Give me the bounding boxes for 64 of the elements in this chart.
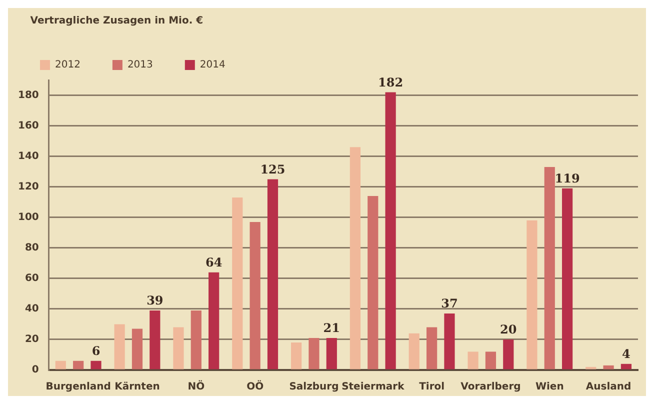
data-label: 20 <box>500 322 517 337</box>
legend-label: 2013 <box>127 60 153 71</box>
x-tick-label: OÖ <box>246 380 264 393</box>
x-tick-label: Tirol <box>419 382 445 393</box>
y-tick-label: 80 <box>24 242 39 254</box>
y-tick-label: 60 <box>24 273 39 284</box>
data-label: 6 <box>92 344 100 358</box>
data-label: 64 <box>205 255 222 270</box>
data-label: 39 <box>146 294 164 308</box>
bar <box>73 360 84 370</box>
legend-title: Vertragliche Zusagen in Mio. € <box>30 16 204 27</box>
bar <box>503 339 514 370</box>
data-label: 37 <box>441 296 458 311</box>
bar <box>526 220 538 370</box>
legend-label: 2012 <box>55 60 80 71</box>
bar <box>308 338 320 370</box>
bar <box>132 328 143 370</box>
bar <box>408 333 420 370</box>
x-tick-label: NÖ <box>188 380 205 393</box>
bar <box>90 360 102 370</box>
bar <box>485 352 496 370</box>
x-tick-label: Kärnten <box>114 382 160 393</box>
data-label: 4 <box>622 347 630 362</box>
bar <box>603 365 614 370</box>
bar <box>173 327 184 370</box>
data-label: 182 <box>378 75 404 90</box>
x-tick-label: Ausland <box>586 382 632 393</box>
bar <box>426 327 438 370</box>
bar <box>150 310 160 370</box>
bar <box>544 167 555 370</box>
bar <box>586 366 596 370</box>
bar <box>385 92 396 370</box>
y-tick-label: 180 <box>18 90 39 101</box>
y-tick-label: 160 <box>18 120 39 132</box>
bar <box>326 338 337 370</box>
data-label: 125 <box>260 162 286 176</box>
bar <box>208 272 220 370</box>
y-tick-label: 140 <box>18 150 39 162</box>
bar <box>291 342 302 370</box>
x-tick-label: Salzburg <box>289 382 339 393</box>
y-tick-label: 40 <box>24 304 39 315</box>
bar <box>267 179 278 370</box>
x-tick-label: Steiermark <box>342 382 405 393</box>
bar <box>232 198 243 370</box>
y-tick-label: 20 <box>24 334 39 346</box>
x-tick-label: Vorarlberg <box>460 382 521 393</box>
legend-label: 2014 <box>200 60 226 71</box>
bar <box>190 310 202 370</box>
bar <box>468 352 478 370</box>
bar <box>620 364 632 370</box>
data-label: 119 <box>554 171 580 186</box>
bar <box>350 147 361 370</box>
bar <box>444 314 455 370</box>
bar <box>562 188 573 370</box>
bar <box>368 196 378 370</box>
bar <box>55 360 66 370</box>
bar <box>250 222 260 370</box>
y-tick-label: 0 <box>32 364 39 376</box>
y-tick-label: 120 <box>18 181 39 192</box>
x-tick-label: Burgenland <box>46 382 111 393</box>
data-label: 21 <box>323 321 340 336</box>
bar <box>114 324 125 370</box>
y-tick-label: 100 <box>18 212 39 223</box>
x-tick-label: Wien <box>535 382 564 393</box>
